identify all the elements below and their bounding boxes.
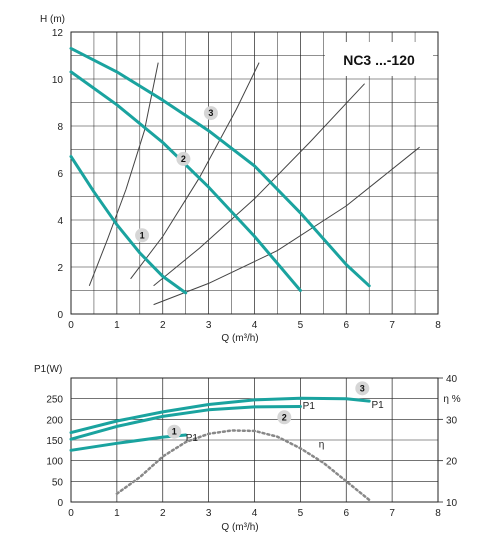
efficiency-curve [115, 429, 371, 502]
y-tick-label: 150 [46, 436, 63, 447]
y2-tick-label: 40 [446, 374, 458, 385]
x-tick-label: 5 [298, 320, 304, 331]
x-tick-label: 1 [114, 320, 120, 331]
y-tick-label: 0 [57, 310, 63, 321]
x-tick-label: 5 [298, 508, 304, 519]
power-curve-2-badge [277, 410, 292, 425]
head-curve-1-badge-label: 1 [140, 230, 145, 240]
x-tick-label: 0 [68, 508, 74, 519]
head-curve-2-badge-label: 2 [181, 154, 186, 164]
head-curve-3-badge [203, 106, 218, 121]
x-tick-label: 2 [160, 508, 166, 519]
plot-frame [70, 31, 439, 315]
y-tick-label: 100 [46, 457, 63, 468]
head-curves: 1 2 3 [69, 46, 371, 295]
power-curve-3 [69, 396, 371, 435]
x-tick-label: 3 [206, 320, 212, 331]
power-y-axis-title: P1(W) [34, 364, 62, 375]
head-y-axis-title: H (m) [40, 14, 65, 25]
system-curve [153, 146, 420, 306]
power-curve-1-badge [167, 424, 182, 439]
x-tick-label: 4 [252, 320, 258, 331]
power-curve-3-badge-label: 3 [360, 383, 365, 393]
x-tick-label: 4 [252, 508, 258, 519]
power-curve-1-label: P1 [186, 433, 199, 444]
x-tick-label: 8 [435, 320, 441, 331]
model-label: NC3 ...-120 [343, 52, 415, 68]
x-tick-label: 1 [114, 508, 120, 519]
power-curve-1 [69, 433, 188, 452]
power-curves: η P1 P1 P1 1 2 3 [69, 381, 384, 502]
x-tick-label: 3 [206, 508, 212, 519]
power-curve-1-badge-label: 1 [172, 427, 177, 437]
y-tick-label: 2 [57, 263, 63, 274]
head-curve-2-badge [176, 151, 191, 166]
y-tick-label: 8 [57, 122, 63, 133]
power-curve-2-badge-label: 2 [282, 412, 287, 422]
power-curve-2-label: P1 [303, 401, 316, 412]
y-tick-label: 50 [52, 477, 64, 488]
x-tick-label: 2 [160, 320, 166, 331]
y-tick-label: 0 [57, 498, 63, 509]
x-tick-label: 7 [389, 508, 395, 519]
x-tick-label: 7 [389, 320, 395, 331]
model-label-box [325, 42, 433, 76]
power-chart-ticks: 0 1 2 3 4 5 6 7 8 0 50 100 150 200 250 10 20 30 40 [46, 374, 457, 519]
power-x-axis-title: Q (m³/h) [221, 522, 258, 533]
y2-tick-label: 30 [446, 415, 458, 426]
x-tick-label: 6 [343, 320, 349, 331]
y-tick-label: 6 [57, 169, 63, 180]
head-chart-grid [70, 31, 439, 315]
efficiency-curve-label: η [319, 439, 325, 450]
x-tick-label: 0 [68, 320, 74, 331]
power-curve-2 [69, 405, 302, 441]
y-tick-label: 4 [57, 216, 63, 227]
head-curve-1 [69, 155, 188, 295]
power-curve-3-label: P1 [371, 400, 384, 411]
y-tick-label: 12 [52, 28, 64, 39]
y2-tick-label: 10 [446, 498, 458, 509]
head-curve-3 [69, 46, 371, 288]
head-curve-1-badge [135, 228, 150, 243]
head-x-axis-title: Q (m³/h) [221, 333, 258, 344]
x-tick-label: 6 [343, 508, 349, 519]
power-chart-grid [70, 377, 443, 503]
power-curve-3-badge [355, 381, 370, 396]
system-curve [130, 62, 260, 280]
system-curve [88, 62, 159, 286]
y-tick-label: 200 [46, 415, 63, 426]
x-tick-label: 8 [435, 508, 441, 519]
y-tick-label: 250 [46, 395, 63, 406]
y2-tick-label: 20 [446, 457, 458, 468]
efficiency-axis-title: η % [443, 394, 460, 405]
system-curve [153, 83, 365, 287]
y-tick-label: 10 [52, 75, 64, 86]
head-curve-3-badge-label: 3 [208, 108, 213, 118]
